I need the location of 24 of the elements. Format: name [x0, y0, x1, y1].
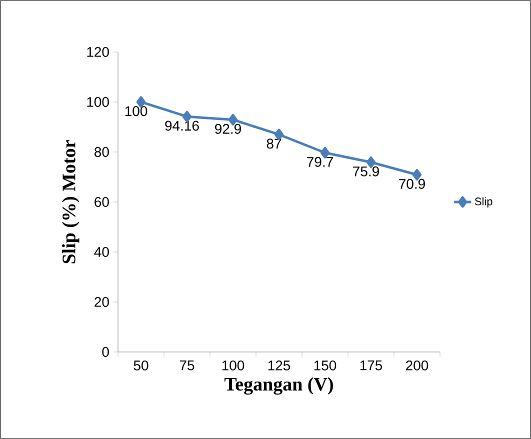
y-tick-label: 20	[94, 297, 109, 307]
data-label: 75.9	[353, 166, 379, 176]
x-tick-label: 100	[222, 360, 244, 370]
x-tick-label: 125	[268, 360, 290, 370]
x-tick-label: 175	[360, 360, 382, 370]
legend-label: Slip	[474, 197, 492, 208]
x-tick-label: 75	[180, 360, 194, 370]
data-label: 94.16	[165, 120, 199, 131]
data-label: 100	[125, 106, 148, 116]
data-label: 79.7	[307, 156, 333, 167]
x-axis-title: Tegangan (V)	[224, 377, 333, 395]
data-label: 92.9	[215, 124, 241, 134]
y-tick-label: 100	[87, 97, 109, 107]
y-tick-label: 40	[94, 247, 109, 257]
data-label: 70.9	[399, 178, 425, 189]
y-tick-label: 120	[87, 47, 109, 57]
y-tick-label: 80	[94, 147, 109, 157]
y-tick-label: 0	[102, 347, 109, 357]
data-label: 87	[266, 138, 282, 149]
x-tick-label: 200	[406, 360, 428, 370]
x-tick-label: 50	[134, 360, 148, 370]
y-axis-title: Slip (%) Motor	[62, 140, 80, 264]
x-tick-label: 150	[314, 360, 336, 370]
y-tick-label: 60	[94, 197, 109, 207]
